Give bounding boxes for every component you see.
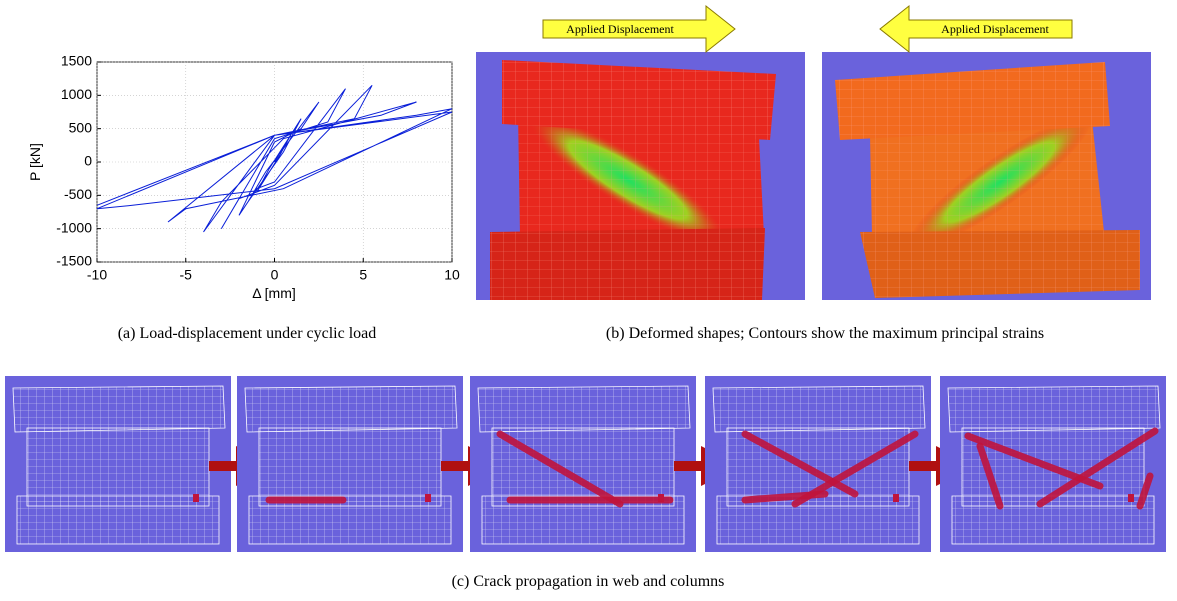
wire-web: [26, 427, 210, 507]
wire-beam: [712, 385, 926, 433]
crack-spot: [1128, 494, 1134, 502]
y-tick-label: -500: [64, 186, 92, 202]
deformed-shape-left: [476, 52, 805, 300]
data-line: [96, 84, 453, 233]
x-axis-label: Δ [mm]: [252, 285, 296, 301]
crack: [976, 442, 1004, 510]
y-tick-label: -1000: [56, 219, 92, 235]
y-tick-label: 1500: [61, 53, 92, 69]
arrow-left: Applied Displacement: [879, 4, 1073, 54]
y-tick-label: 500: [69, 119, 93, 135]
crack-spot: [658, 494, 664, 502]
crack: [496, 430, 624, 508]
y-axis-label: P [kN]: [27, 143, 43, 181]
wire-beam: [947, 385, 1161, 433]
crack-panel: [705, 376, 931, 552]
crack-spot: [193, 494, 199, 502]
crack: [1136, 472, 1154, 510]
x-tick-label: 0: [271, 267, 279, 283]
crack-panels: [5, 376, 1166, 552]
crack-panel: [470, 376, 696, 552]
x-tick-label: 5: [359, 267, 367, 283]
crack-panel: [940, 376, 1166, 552]
y-tick-label: 0: [84, 153, 92, 169]
arrow-right: Applied Displacement: [542, 4, 736, 54]
wire-base: [951, 495, 1155, 545]
wire-beam: [477, 385, 691, 433]
wire-beam: [12, 385, 226, 433]
y-tick-label: -1500: [56, 253, 92, 269]
wire-beam: [244, 385, 458, 433]
crack-spot: [893, 494, 899, 502]
wire-base: [481, 495, 685, 545]
deformed-shape-right: [822, 52, 1151, 300]
x-tick-label: -10: [87, 267, 107, 283]
y-tick-label: 1000: [61, 86, 92, 102]
chart: Δ [mm] P [kN] -1500 -1000 -500 0 500 1000 1500…: [27, 53, 460, 301]
wire-base: [16, 495, 220, 545]
wire-base: [248, 495, 452, 545]
caption: (a) Load-displacement under cyclic load: [118, 325, 377, 342]
arrow-label: Applied Displacement: [566, 22, 674, 36]
wire-web: [258, 427, 442, 507]
crack-spot: [425, 494, 431, 502]
wire-web: [491, 427, 675, 507]
crack: [741, 490, 829, 504]
crack-panel: [5, 376, 231, 552]
arrow-label: Applied Displacement: [941, 22, 1049, 36]
crack-panel: [237, 376, 463, 552]
crack: [1036, 427, 1159, 508]
x-tick-label: -5: [180, 267, 193, 283]
x-tick-label: 10: [444, 267, 460, 283]
crack: [741, 430, 859, 498]
caption: (c) Crack propagation in web and columns: [452, 573, 725, 590]
caption: (b) Deformed shapes; Contours show the m…: [606, 325, 1044, 342]
